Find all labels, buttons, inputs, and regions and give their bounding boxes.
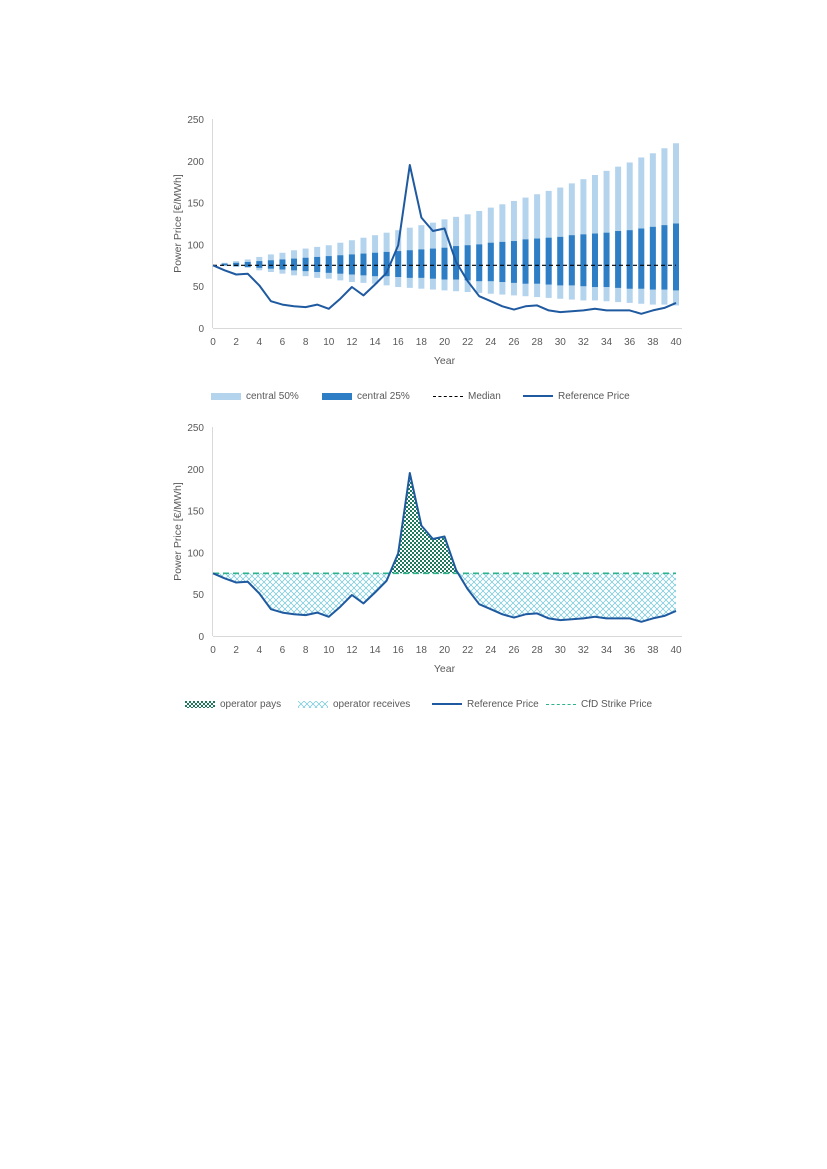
bar-central-25 xyxy=(406,250,413,278)
bar-central-25 xyxy=(591,233,598,288)
bar-central-25 xyxy=(418,249,425,278)
legend-label: Reference Price xyxy=(558,390,630,402)
bar-central-25 xyxy=(360,253,367,276)
x-tick-label: 8 xyxy=(303,337,309,348)
y-tick-label: 50 xyxy=(193,282,205,293)
bar-central-25 xyxy=(221,263,228,266)
x-tick-label: 34 xyxy=(601,337,613,348)
bar-central-25 xyxy=(325,256,332,273)
bar-central-25 xyxy=(545,237,552,285)
x-tick-label: 24 xyxy=(485,337,497,348)
legend-item-reference-price: Reference Price xyxy=(523,387,630,405)
legend-swatch-central-50 xyxy=(211,392,241,400)
y-axis-title: Power Price [€/MWh] xyxy=(172,174,184,273)
legend-swatch-operator-pays xyxy=(185,700,215,708)
bar-central-25 xyxy=(233,262,240,267)
bar-central-25 xyxy=(534,238,541,284)
legend-label: operator pays xyxy=(220,698,282,710)
legend-item-strike-price: CfD Strike Price xyxy=(546,695,652,713)
bar-central-25 xyxy=(568,235,575,286)
bar-central-25 xyxy=(314,256,321,272)
x-axis-title: Year xyxy=(434,355,456,367)
legend-bottom: operator pays operator receives Referenc… xyxy=(0,695,827,713)
legend-item-central-25: central 25% xyxy=(322,387,410,405)
bar-central-25 xyxy=(244,261,251,267)
bar-central-25 xyxy=(337,255,344,274)
legend-item-operator-receives: operator receives xyxy=(298,695,410,713)
legend-label: operator receives xyxy=(333,698,411,710)
y-tick-label: 150 xyxy=(187,199,204,210)
legend-swatch-operator-receives xyxy=(298,700,328,708)
legend-label: Reference Price xyxy=(467,698,539,710)
bar-central-25 xyxy=(499,241,506,283)
bar-central-25 xyxy=(673,223,679,291)
bar-central-25 xyxy=(487,242,494,282)
bar-central-25 xyxy=(256,261,263,268)
legend-swatch-central-25 xyxy=(322,392,352,400)
bar-central-25 xyxy=(372,252,379,277)
bar-central-25 xyxy=(395,251,402,278)
legend-item-reference-price: Reference Price xyxy=(432,695,539,713)
bar-central-25 xyxy=(615,231,622,288)
bar-central-25 xyxy=(510,241,517,283)
legend-label: central 50% xyxy=(246,390,299,402)
y-tick-label: 100 xyxy=(187,240,204,251)
x-tick-label: 30 xyxy=(555,337,567,348)
y-tick-label: 200 xyxy=(187,157,204,168)
bar-central-25 xyxy=(279,259,286,270)
legend-key-reference-line xyxy=(432,703,462,705)
bar-central-25 xyxy=(649,226,656,290)
legend-key-reference-line xyxy=(523,395,553,397)
x-tick-label: 16 xyxy=(393,337,405,348)
bar-central-25 xyxy=(522,239,529,284)
x-tick-label: 22 xyxy=(462,337,474,348)
x-tick-label: 10 xyxy=(323,337,335,348)
x-tick-label: 12 xyxy=(346,337,358,348)
bar-central-25 xyxy=(638,228,645,289)
legend-key-median-dash xyxy=(433,395,463,397)
bar-central-25 xyxy=(476,244,483,282)
bar-central-25 xyxy=(441,247,448,280)
x-tick-label: 38 xyxy=(647,337,659,348)
bar-central-25 xyxy=(267,260,274,269)
x-tick-label: 32 xyxy=(578,337,590,348)
legend-label: central 25% xyxy=(357,390,410,402)
bar-central-25 xyxy=(291,258,298,271)
legend-label: Median xyxy=(468,390,501,402)
bar-central-25 xyxy=(603,232,610,288)
x-tick-label: 40 xyxy=(670,337,682,348)
bar-central-25 xyxy=(383,251,390,277)
bar-central-25 xyxy=(429,248,436,279)
legend-item-median: Median xyxy=(433,387,501,405)
bar-central-25 xyxy=(580,234,587,287)
bar-central-25 xyxy=(661,225,668,290)
x-tick-label: 26 xyxy=(508,337,520,348)
legend-top: central 50% central 25% Median Reference… xyxy=(0,387,827,405)
x-tick-label: 4 xyxy=(257,337,263,348)
x-tick-label: 14 xyxy=(369,337,381,348)
bar-central-25 xyxy=(626,230,633,289)
x-tick-label: 20 xyxy=(439,337,451,348)
legend-key-strike-dash xyxy=(546,703,576,705)
legend-label: CfD Strike Price xyxy=(581,698,653,710)
bar-central-25 xyxy=(302,257,309,272)
bar-central-25 xyxy=(348,254,355,275)
legend-item-operator-pays: operator pays xyxy=(185,695,281,713)
y-tick-label: 250 xyxy=(187,115,204,126)
x-tick-label: 0 xyxy=(210,337,216,348)
x-tick-label: 2 xyxy=(233,337,239,348)
legend-item-central-50: central 50% xyxy=(211,387,299,405)
y-tick-label: 0 xyxy=(198,324,204,335)
x-tick-label: 6 xyxy=(280,337,286,348)
x-tick-label: 36 xyxy=(624,337,636,348)
bar-central-25 xyxy=(557,236,564,286)
bar-central-25 xyxy=(464,245,471,281)
x-tick-label: 28 xyxy=(532,337,544,348)
reference-price-line xyxy=(212,164,677,315)
x-tick-label: 18 xyxy=(416,337,428,348)
